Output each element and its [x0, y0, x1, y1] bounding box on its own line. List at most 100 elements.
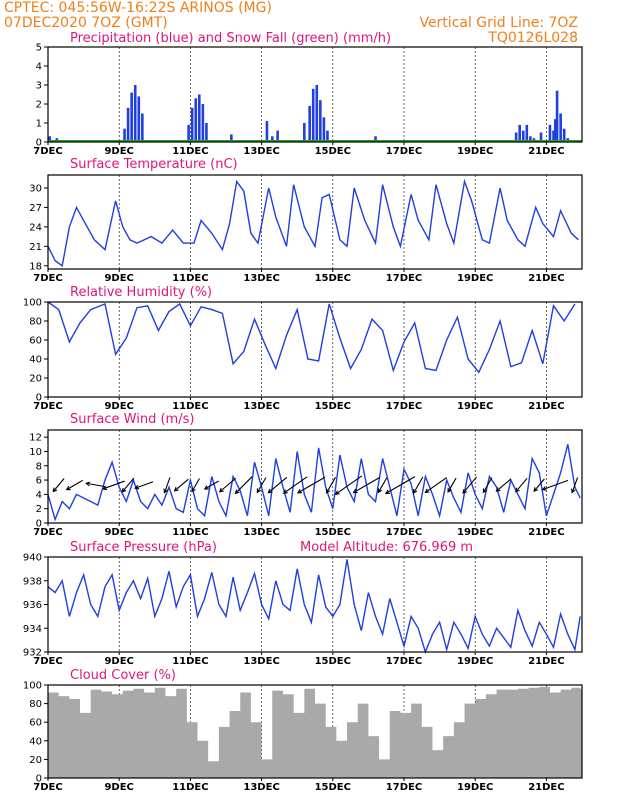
wind-line: [47, 444, 581, 522]
humidity-title: Relative Humidity (%): [70, 285, 212, 300]
precipitation-bar: [326, 130, 329, 142]
wind-arrow: [268, 476, 288, 494]
wind-arrow: [413, 476, 424, 494]
precipitation-bar: [518, 124, 521, 142]
precipitation-x-tick-label: 13DEC: [243, 146, 279, 157]
temperature-y-tick-label: 21: [29, 242, 42, 253]
wind-arrow: [425, 477, 448, 493]
precipitation-bar: [276, 130, 279, 142]
precipitation-bar: [514, 132, 518, 142]
cloud-cover-x-tick-label: 15DEC: [315, 782, 351, 793]
precipitation-x-tick-label: 9DEC: [104, 146, 133, 157]
precipitation-x-tick-label: 7DEC: [33, 146, 62, 157]
wind-arrow-head: [533, 487, 539, 493]
wind-arrow-head: [134, 484, 140, 490]
pressure-line: [47, 559, 581, 655]
temperature-x-tick-label: 17DEC: [386, 273, 422, 284]
precipitation-bar: [315, 85, 319, 142]
wind-arrow-head: [203, 485, 209, 490]
wind-arrow: [191, 478, 200, 492]
cloud-cover-y-tick-label: 0: [36, 774, 42, 785]
pressure-x-tick-label: 13DEC: [243, 656, 279, 667]
header-grid-note: Vertical Grid Line: 7OZ: [419, 15, 578, 31]
wind-arrow-head: [570, 488, 576, 494]
wind-y-tick-label: 4: [36, 490, 42, 501]
wind-arrow-head: [462, 489, 468, 494]
cloud-cover-x-tick-label: 9DEC: [104, 782, 133, 793]
wind-arrow: [102, 480, 125, 490]
temperature-x-tick-label: 13DEC: [243, 273, 279, 284]
precipitation-bar: [322, 117, 326, 142]
wind-x-tick-label: 17DEC: [386, 527, 422, 538]
cloud-cover-y-tick-label: 20: [29, 755, 42, 766]
wind-arrow-head: [85, 481, 91, 487]
wind-arrow: [385, 476, 416, 494]
temperature-y-tick-label: 24: [29, 222, 42, 233]
precipitation-bar: [562, 128, 566, 142]
pressure-x-tick-label: 9DEC: [104, 656, 133, 667]
precipitation-bar: [265, 121, 269, 142]
cloud-cover-x-tick-label: 13DEC: [243, 782, 279, 793]
precipitation-y-tick-label: 1: [36, 119, 42, 130]
wind-panel: Surface Wind (m/s) 0 2 4 6 8 10 12 7DEC 9DEC 11DE…: [29, 412, 583, 538]
wind-arrow-head: [482, 488, 488, 494]
pressure-y-tick-label: 938: [23, 576, 42, 587]
precipitation-bar: [308, 105, 311, 142]
precipitation-bar: [525, 124, 529, 142]
precipitation-y-tick-label: 0: [36, 138, 42, 149]
precipitation-bar: [187, 124, 190, 142]
wind-arrow-head: [352, 488, 358, 494]
header-datetime: 07DEC2020 7OZ (GMT): [4, 15, 168, 31]
wind-x-tick-label: 9DEC: [104, 527, 133, 538]
wind-arrow: [542, 479, 569, 491]
cloud-cover-x-tick-label: 19DEC: [457, 782, 493, 793]
cloud-cover-y-tick-label: 80: [29, 699, 42, 710]
wind-arrow-head: [384, 489, 390, 494]
precipitation-bar: [529, 136, 532, 142]
temperature-title: Surface Temperature (nC): [70, 157, 238, 172]
temperature-y-tick-label: 18: [29, 261, 42, 272]
pressure-x-tick-label: 19DEC: [457, 656, 493, 667]
precipitation-y-tick-label: 3: [36, 81, 42, 92]
wind-arrow: [297, 476, 326, 494]
temperature-line: [47, 178, 579, 268]
humidity-x-tick-label: 7DEC: [33, 401, 62, 412]
wind-arrow-head: [447, 487, 452, 493]
cloud-cover-x-tick-label: 7DEC: [33, 782, 62, 793]
wind-arrow-head: [234, 489, 240, 495]
wind-arrow-head: [218, 487, 224, 493]
precipitation-bar: [190, 107, 194, 142]
wind-arrow: [326, 476, 336, 494]
wind-x-tick-label: 7DEC: [33, 527, 62, 538]
wind-arrow: [377, 477, 388, 493]
precipitation-bar: [303, 123, 306, 142]
wind-arrow: [66, 479, 83, 491]
wind-arrow: [533, 478, 545, 492]
model-altitude: Model Altitude: 676.969 m: [300, 540, 473, 555]
pressure-y-tick-label: 936: [23, 600, 42, 611]
wind-title: Surface Wind (m/s): [70, 412, 194, 427]
wind-arrow-head: [267, 488, 273, 494]
precipitation-panel: Precipitation (blue) and Snow Fall (gree…: [33, 31, 583, 157]
wind-arrow: [353, 477, 380, 493]
temperature-y-tick-label: 30: [29, 183, 42, 194]
wind-arrow-head: [334, 490, 340, 495]
pressure-y-tick-label: 932: [23, 648, 42, 659]
cloud-cover-area: [48, 686, 582, 778]
wind-arrow: [447, 477, 457, 493]
temperature-x-tick-label: 19DEC: [457, 273, 493, 284]
precipitation-bar: [137, 96, 141, 142]
temperature-y-tick-label: 27: [29, 203, 42, 214]
cloud-cover-x-tick-label: 11DEC: [172, 782, 208, 793]
precipitation-bar: [548, 124, 552, 142]
humidity-panel: Relative Humidity (%) 0 20 40 60 80 100 7DEC 9D…: [23, 285, 583, 412]
wind-y-tick-label: 12: [29, 433, 42, 444]
header-code: TQ0126L028: [487, 30, 578, 46]
wind-x-tick-label: 13DEC: [243, 527, 279, 538]
precipitation-bar: [319, 100, 322, 142]
temperature-x-tick-label: 7DEC: [33, 273, 62, 284]
wind-arrow-head: [65, 485, 71, 491]
cloud-cover-y-tick-label: 100: [23, 681, 42, 692]
precipitation-x-tick-label: 19DEC: [457, 146, 493, 157]
cloud-cover-title: Cloud Cover (%): [70, 668, 176, 683]
